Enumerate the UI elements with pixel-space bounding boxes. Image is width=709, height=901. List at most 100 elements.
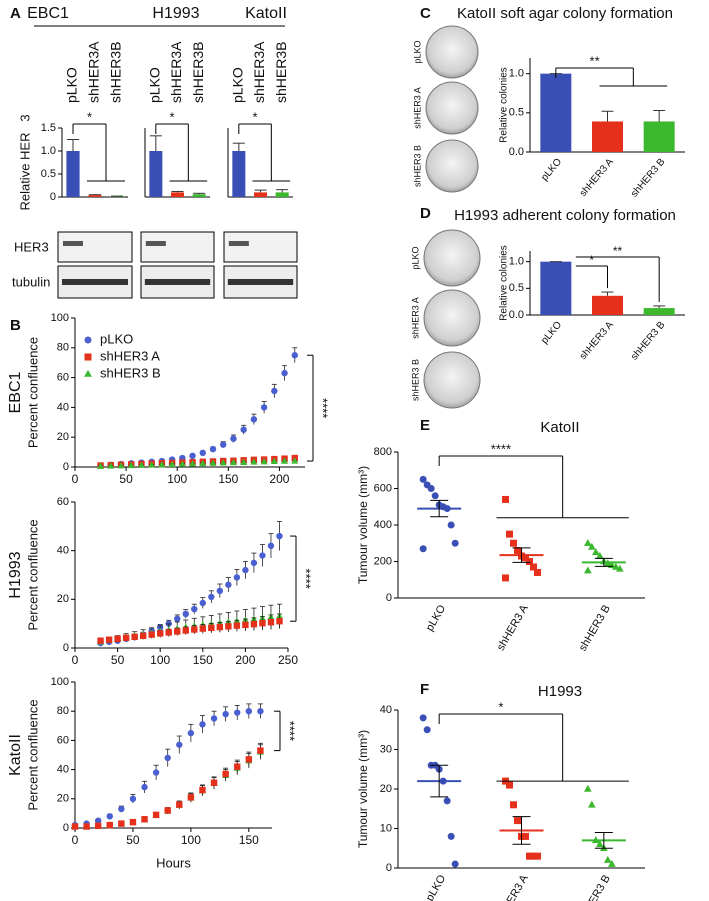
marker [83,823,90,830]
y-axis-label: Tumour volume (mm³) [356,466,370,584]
colony-image [423,229,481,287]
y-axis-label: Relative colonies [499,245,510,321]
marker [199,786,206,794]
marker [530,563,537,571]
marker [234,709,241,716]
significance: **** [491,441,511,456]
marker [199,625,206,632]
y-tick-label: 400 [374,519,392,531]
significance: **** [283,721,298,741]
marker [105,636,113,643]
marker [199,721,206,728]
significance: * [589,253,594,267]
x-tick-label: shHER3A [86,41,102,103]
x-tick-label: 0 [72,472,79,486]
panel-label: D [420,205,431,222]
y-tick-label: 600 [374,482,392,494]
blot-band [62,279,84,285]
blot-frame [223,231,298,263]
x-tick-label: pLKO [424,603,449,634]
significance: * [498,699,503,714]
bar [149,151,163,197]
marker [250,620,258,628]
marker [129,795,137,802]
y-tick-label: 60 [57,372,69,384]
marker [595,551,604,559]
marker [106,813,113,820]
image-label: pLKO [412,40,422,63]
bar [643,308,675,315]
legend-marker [84,336,92,344]
significance: **** [299,569,314,589]
marker [431,492,439,500]
y-tick-label: 0.5 [509,107,524,119]
y-axis-label: Tumour volume (mm³) [356,730,370,848]
marker [587,800,596,808]
marker [447,832,455,840]
x-tick-label: 50 [119,472,133,486]
marker [229,458,237,466]
side-label: EBC1 [7,372,24,414]
marker [127,461,135,469]
marker [122,634,130,641]
blot-band [145,241,166,246]
marker [141,783,148,791]
chart-title: H1993 [152,5,199,22]
marker [114,635,121,642]
chart-title: KatoII [540,419,579,436]
marker [71,823,79,830]
marker [291,352,298,359]
y-tick-label: 800 [374,446,392,458]
marker [514,817,521,825]
y-tick-label: 10 [380,822,392,834]
marker [510,801,517,809]
marker [164,754,171,762]
significance: * [170,109,175,124]
marker [187,729,195,737]
marker [222,770,229,778]
marker [118,805,125,813]
marker [187,794,195,801]
bar [643,121,675,152]
marker [118,820,125,827]
side-label: H1993 [7,551,24,598]
y-tick-label: 40 [57,545,69,557]
significance: * [87,109,92,124]
y-axis-label: Percent confluence [25,519,40,630]
marker [216,623,224,631]
y-tick-label: 100 [51,676,69,688]
x-axis-label: Hours [156,855,191,870]
y-tick-label: 1.0 [509,256,524,268]
bar [254,192,267,197]
marker [259,552,266,559]
marker [267,619,275,626]
marker [199,599,206,607]
x-tick-label: shHER3 A [578,156,616,199]
image-label: shHER3 B [412,145,422,187]
x-tick-label: 250 [278,653,298,667]
x-tick-label: shHER3B [273,42,289,103]
x-tick-label: shHER3 A [578,319,616,362]
y-tick-label: 200 [374,555,392,567]
marker [451,539,459,547]
x-tick-label: 100 [181,833,201,847]
marker [191,626,198,633]
marker [281,457,289,464]
panel-label: F [420,681,429,698]
y-axis-label: Percent confluence [25,699,40,810]
x-tick-label: pLKO [539,319,564,346]
marker [199,449,206,457]
y-tick-label: 0.5 [509,282,524,294]
marker [222,710,229,718]
marker [502,574,509,582]
marker [176,741,183,748]
significance: **** [316,398,331,418]
marker [242,566,249,574]
panel-label: B [10,317,21,334]
marker [260,457,268,465]
x-tick-label: shHER3 B [629,156,668,199]
blot-band [63,241,83,246]
marker [451,860,459,868]
marker [443,797,451,805]
marker [276,532,283,540]
